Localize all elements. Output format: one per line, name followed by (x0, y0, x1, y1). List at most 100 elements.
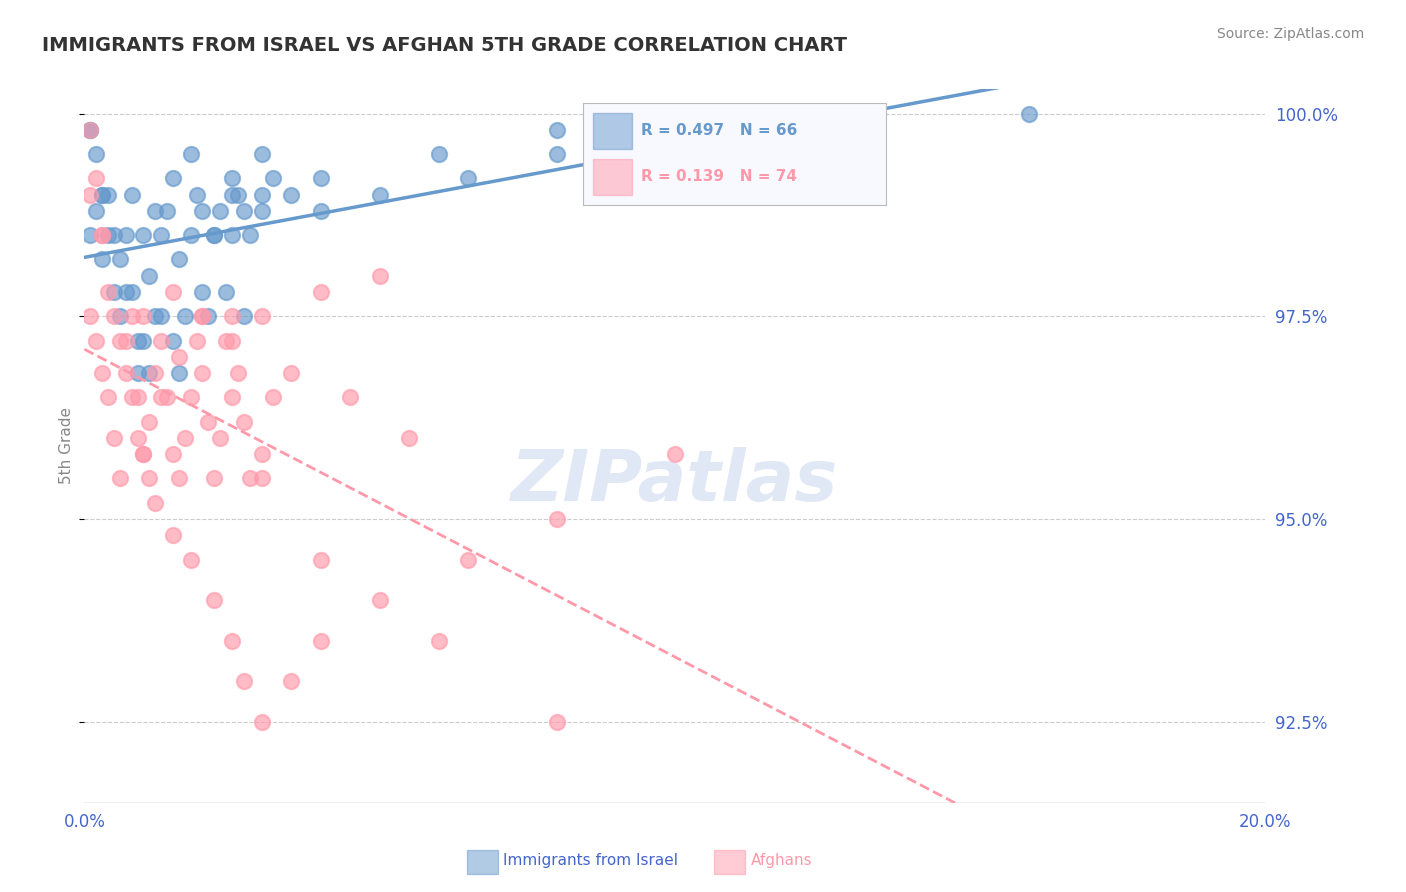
Point (221, 187, 243, 202)
Point (250, 203, 273, 218)
Point (79, 187, 101, 202)
Point (156, 390, 179, 404)
Point (79, 228, 101, 243)
Point (91, 187, 114, 202)
Point (79, 122, 101, 136)
Point (138, 415, 160, 429)
Point (143, 310, 166, 324)
Point (180, 228, 202, 243)
Point (138, 268, 160, 283)
Point (280, 187, 302, 202)
Point (162, 171, 184, 186)
Point (180, 552, 202, 566)
Point (239, 228, 262, 243)
Point (97, 228, 120, 243)
Point (138, 366, 160, 380)
Point (221, 633, 243, 648)
Point (132, 310, 155, 324)
Point (250, 310, 273, 324)
Point (167, 366, 190, 380)
Point (150, 390, 173, 404)
Point (1018, 106, 1040, 120)
Point (150, 334, 173, 348)
Point (132, 334, 155, 348)
Point (191, 310, 214, 324)
Point (191, 366, 214, 380)
Text: ZIPatlas: ZIPatlas (512, 447, 838, 516)
Point (280, 366, 302, 380)
Point (186, 334, 208, 348)
Point (232, 415, 254, 429)
Point (215, 285, 238, 299)
Point (309, 203, 332, 218)
Point (209, 203, 232, 218)
Point (398, 431, 420, 445)
Point (127, 431, 149, 445)
Point (84, 147, 107, 161)
Point (91, 228, 114, 243)
Point (108, 471, 131, 485)
Point (143, 496, 166, 510)
Point (250, 447, 273, 461)
Point (132, 447, 155, 461)
Point (262, 390, 284, 404)
Point (250, 471, 273, 485)
Point (79, 122, 101, 136)
Point (103, 310, 125, 324)
Point (97, 187, 120, 202)
Point (221, 171, 243, 186)
Point (132, 447, 155, 461)
Point (121, 187, 143, 202)
Point (457, 171, 479, 186)
Text: Source: ZipAtlas.com: Source: ZipAtlas.com (1216, 27, 1364, 41)
Point (103, 285, 125, 299)
Point (91, 187, 114, 202)
Point (232, 310, 254, 324)
Point (427, 633, 450, 648)
Point (162, 528, 184, 542)
Text: Immigrants from Israel: Immigrants from Israel (503, 854, 678, 868)
Point (546, 714, 568, 729)
Point (250, 187, 273, 202)
Point (209, 431, 232, 445)
Bar (714, 849, 745, 874)
Bar (592, 112, 631, 149)
Point (221, 334, 243, 348)
Point (132, 228, 155, 243)
Point (191, 285, 214, 299)
Point (191, 310, 214, 324)
Point (97, 390, 120, 404)
Point (186, 187, 208, 202)
Point (221, 390, 243, 404)
Point (138, 471, 160, 485)
Point (97, 285, 120, 299)
Point (202, 228, 225, 243)
Point (221, 228, 243, 243)
Point (108, 310, 131, 324)
Bar (592, 159, 631, 194)
Point (232, 674, 254, 689)
Point (197, 310, 219, 324)
Point (339, 390, 361, 404)
Point (121, 390, 143, 404)
Point (664, 122, 686, 136)
Point (215, 334, 238, 348)
Point (162, 447, 184, 461)
Point (127, 334, 149, 348)
Point (180, 147, 202, 161)
Point (202, 593, 225, 607)
Point (121, 310, 143, 324)
Point (143, 203, 166, 218)
Point (309, 552, 332, 566)
Text: R = 0.497   N = 66: R = 0.497 N = 66 (641, 123, 797, 138)
Point (202, 228, 225, 243)
Point (114, 366, 136, 380)
Point (91, 252, 114, 267)
Point (309, 285, 332, 299)
Point (167, 252, 190, 267)
Point (191, 203, 214, 218)
Point (368, 187, 391, 202)
Y-axis label: 5th Grade: 5th Grade (59, 408, 75, 484)
Point (150, 310, 173, 324)
Point (202, 471, 225, 485)
